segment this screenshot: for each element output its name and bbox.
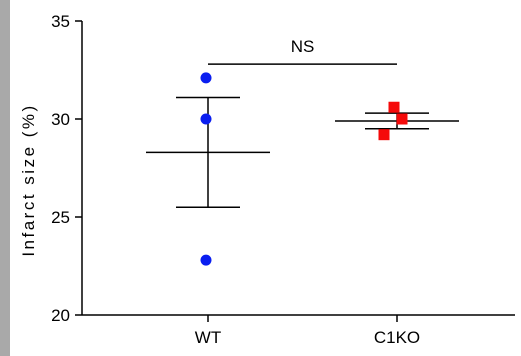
y-axis-label: Infarct size (%)	[19, 103, 38, 256]
left-edge-strip	[0, 0, 10, 356]
y-tick-label: 25	[51, 208, 70, 227]
data-point-c1ko	[378, 129, 390, 141]
x-tick-label: WT	[195, 328, 221, 347]
data-point-wt	[200, 254, 212, 266]
y-tick-label: 20	[51, 306, 70, 325]
significance-label: NS	[291, 37, 315, 56]
data-point-wt	[200, 72, 212, 84]
x-tick-label: C1KO	[374, 328, 420, 347]
axes: 20 25 30 35 WT C1KO	[51, 12, 515, 347]
data-point-c1ko	[396, 113, 408, 125]
y-tick-label: 30	[51, 110, 70, 129]
data-point-wt	[200, 113, 212, 125]
y-tick-label: 35	[51, 12, 70, 31]
chart-marks: NS	[146, 37, 459, 266]
data-point-c1ko	[388, 101, 400, 113]
